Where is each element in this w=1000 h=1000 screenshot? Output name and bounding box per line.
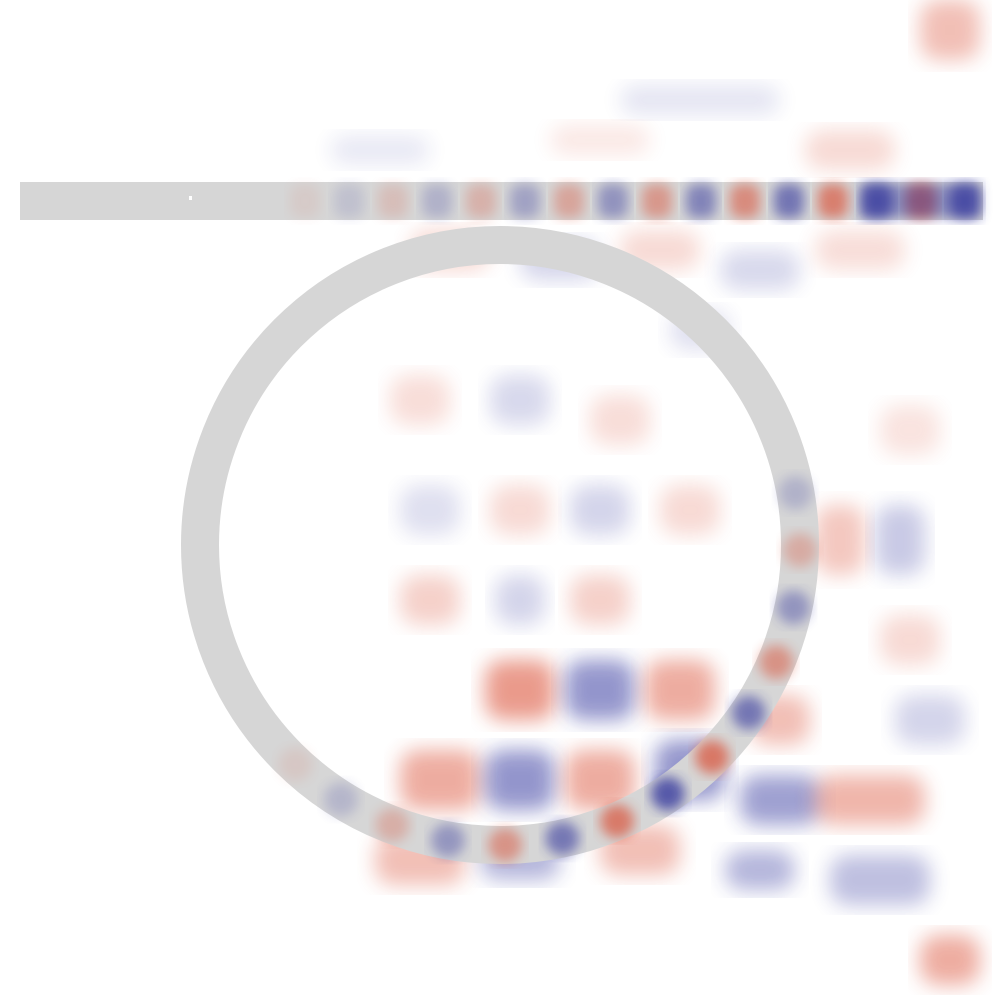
field-blob: [620, 85, 780, 115]
field-blob: [740, 775, 820, 825]
field-blob: [815, 505, 865, 575]
ring-field-bead: [650, 776, 685, 811]
ring-field-bead: [375, 808, 410, 843]
ring-field-bead: [545, 821, 580, 856]
waveguide-field-band: [598, 184, 628, 218]
field-blob: [495, 575, 545, 625]
field-blob: [875, 505, 925, 575]
waveguide-field-band: [818, 184, 848, 218]
field-blob: [570, 575, 630, 625]
ring-field-bead: [778, 475, 813, 510]
waveguide-field-band: [334, 184, 364, 218]
waveguide-field-band: [466, 184, 496, 218]
source-marker: [189, 196, 192, 200]
ring-field-bead: [430, 823, 465, 858]
field-blob: [400, 575, 460, 625]
ring-field-bead: [488, 828, 523, 862]
ring-field-overlay: [278, 475, 817, 862]
waveguide-field-band: [290, 184, 320, 218]
waveguide-field-overlay: [290, 184, 980, 218]
field-blob: [485, 660, 555, 720]
field-blob: [880, 405, 940, 455]
field-blob: [400, 750, 480, 810]
field-blob: [920, 0, 980, 60]
waveguide-field-band: [686, 184, 716, 218]
ring-field-bead: [783, 533, 817, 568]
field-blob: [490, 485, 550, 535]
waveguide-field-band: [510, 184, 540, 218]
waveguide-field-band: [554, 184, 584, 218]
ring-field-bead: [695, 740, 730, 775]
field-blob: [565, 660, 635, 720]
waveguide-field-band: [860, 184, 980, 218]
waveguide-field-band: [774, 184, 804, 218]
field-blob: [550, 125, 650, 155]
field-blob: [725, 850, 795, 890]
ring-field-bead: [776, 590, 811, 625]
field-blob: [720, 250, 800, 290]
field-blob: [490, 375, 550, 425]
waveguide-field-band: [422, 184, 452, 218]
field-blob: [400, 485, 460, 535]
field-blob: [805, 130, 895, 170]
field-blob: [390, 375, 450, 425]
ring-field-bead: [278, 747, 313, 782]
waveguide-field-band: [378, 184, 408, 218]
field-blob: [645, 660, 715, 720]
ring-field-bead: [600, 804, 635, 839]
field-blob: [590, 395, 650, 445]
waveguide-field-band: [730, 184, 760, 218]
field-blob: [830, 855, 930, 905]
field-blob: [660, 485, 720, 535]
ring-field-bead: [759, 645, 794, 680]
waveguide-field-band: [642, 184, 672, 218]
field-blob: [815, 230, 905, 270]
field-blob: [920, 935, 980, 985]
field-blob: [895, 695, 965, 745]
ring-field-bead: [731, 695, 766, 730]
field-blob: [815, 775, 925, 825]
field-blob: [485, 750, 555, 810]
field-blob: [565, 750, 635, 810]
field-blob: [570, 485, 630, 535]
ring-field-bead: [324, 782, 358, 817]
field-blob: [330, 135, 430, 165]
field-blob: [880, 615, 940, 665]
